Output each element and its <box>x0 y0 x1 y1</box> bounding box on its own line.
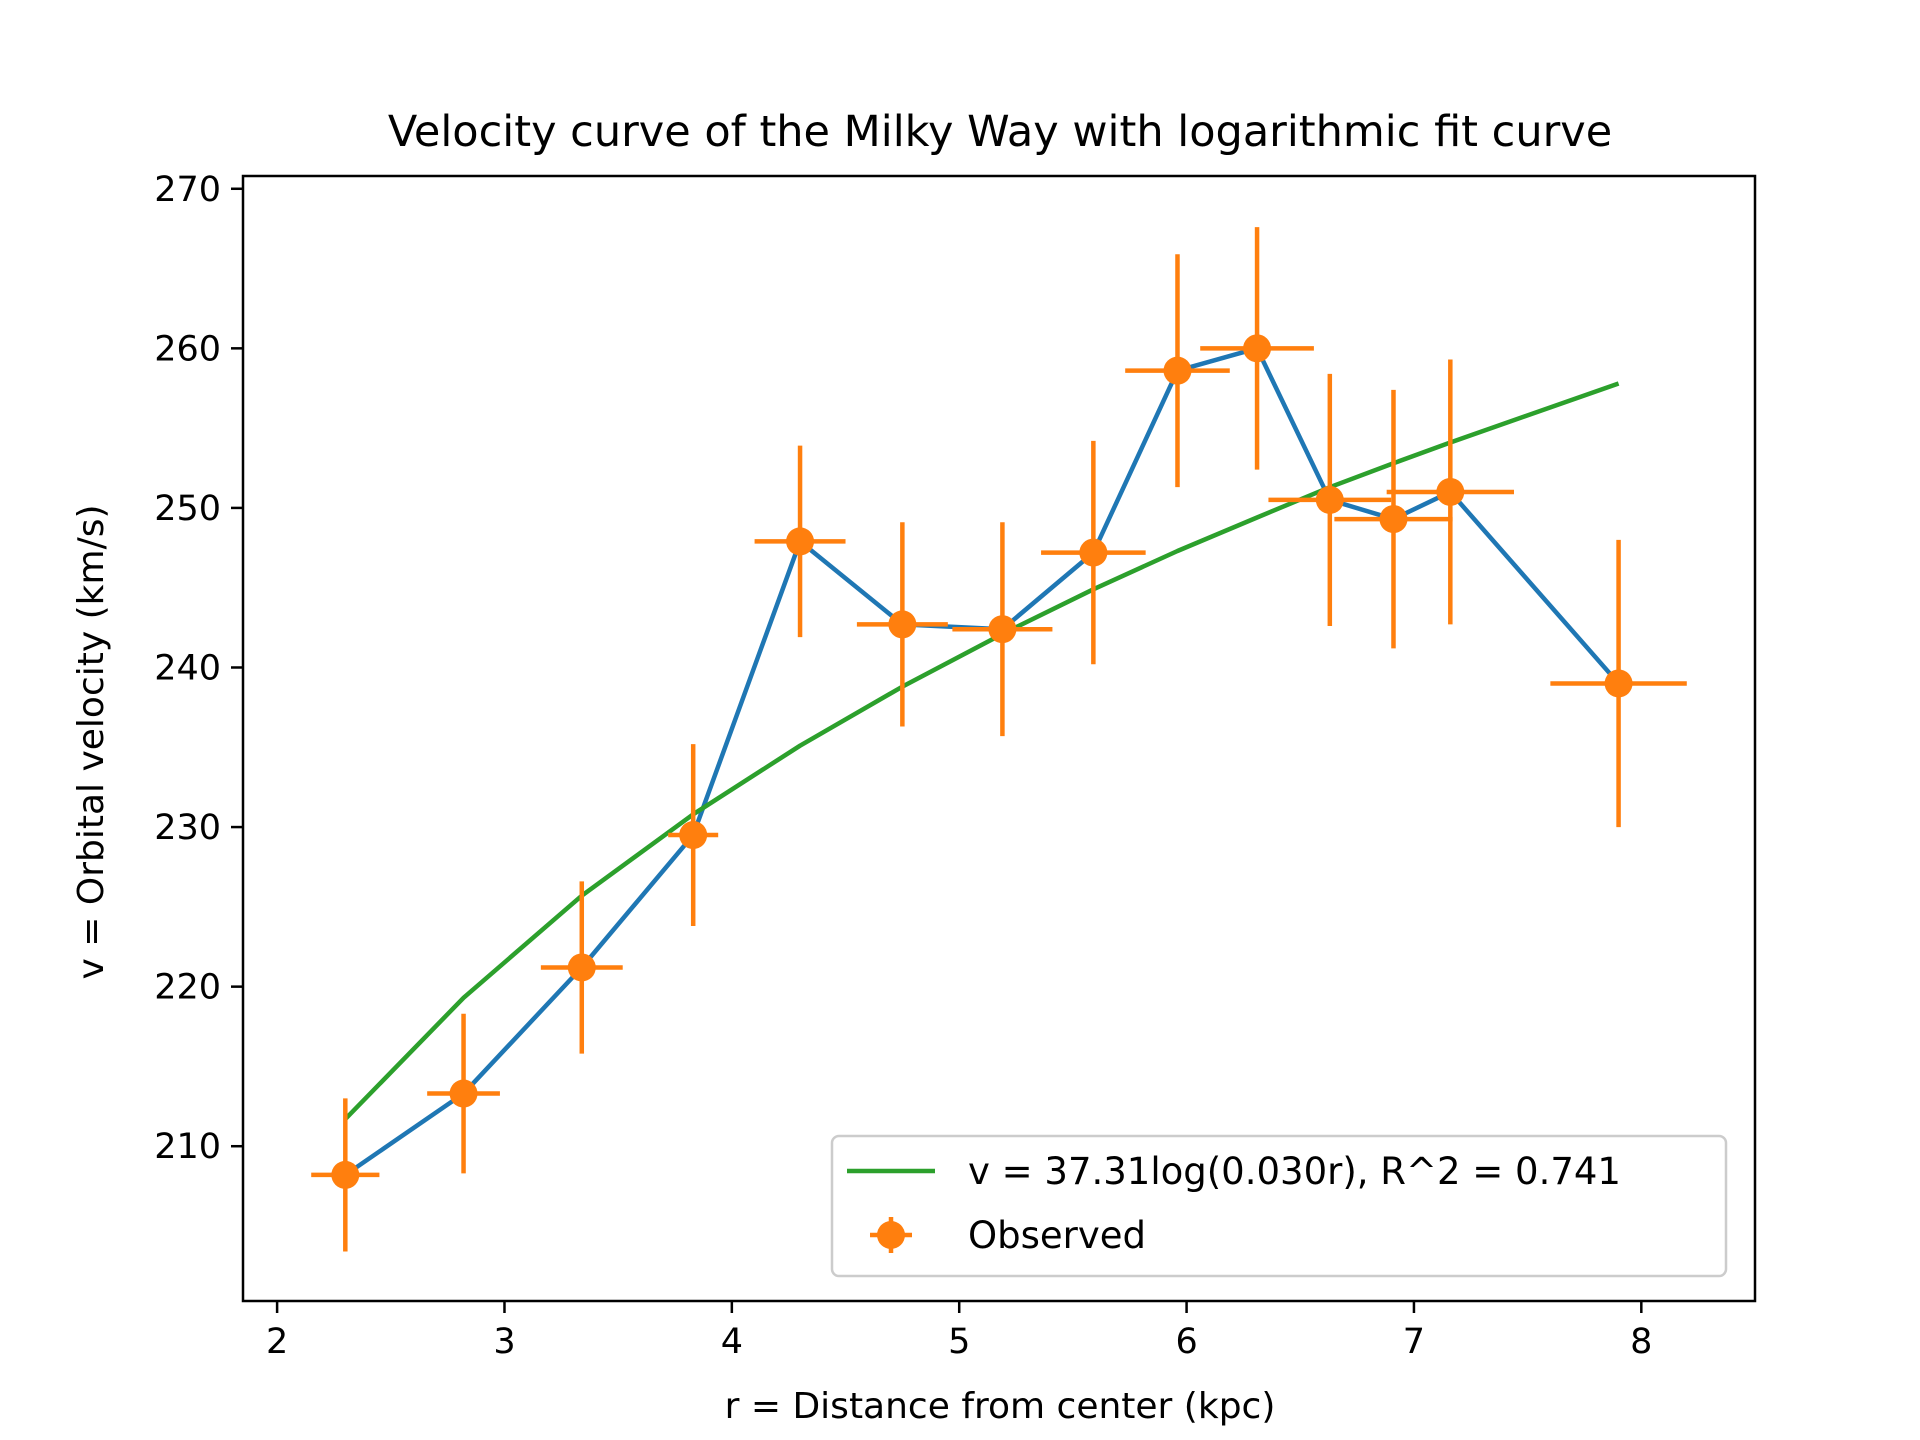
y-tick-label: 220 <box>154 968 221 1008</box>
observed-point <box>1268 373 1392 626</box>
legend-fit-label: v = 37.31log(0.030r), R^2 = 0.741 <box>968 1150 1621 1193</box>
observed-point <box>311 1098 380 1252</box>
y-tick-label: 230 <box>154 808 221 848</box>
x-tick-label: 8 <box>1630 1322 1652 1362</box>
y-axis-title: v = Orbital velocity (km/s) <box>71 505 112 980</box>
legend: v = 37.31log(0.030r), R^2 = 0.741 Observe… <box>830 1134 1728 1278</box>
x-tick-label: 7 <box>1403 1322 1425 1362</box>
observed-marker <box>1604 669 1633 698</box>
observed-point <box>540 881 623 1054</box>
x-tick-label: 6 <box>1175 1322 1197 1362</box>
legend-observed-label: Observed <box>968 1214 1146 1257</box>
observed-marker <box>1163 356 1192 385</box>
observed-marker <box>567 953 596 982</box>
observed-marker <box>1243 334 1272 363</box>
observed-point <box>1550 539 1687 828</box>
observed-marker <box>449 1079 478 1108</box>
legend-observed-marker <box>877 1221 905 1249</box>
x-axis-title: r = Distance from center (kpc) <box>725 1386 1276 1427</box>
observed-marker <box>679 821 708 850</box>
y-tick-label: 240 <box>154 648 221 688</box>
observed-point <box>1041 440 1146 665</box>
observed-point <box>1386 359 1514 625</box>
observed-point <box>427 1013 500 1174</box>
y-tick-label: 270 <box>154 170 221 210</box>
observed-point <box>754 445 846 638</box>
observed-marker <box>1436 477 1465 506</box>
observed-point <box>1334 389 1453 649</box>
legend-box <box>830 1134 1728 1278</box>
x-tick-label: 4 <box>721 1322 743 1362</box>
plot-area <box>311 227 1687 1252</box>
axes-frame <box>241 174 1757 1303</box>
y-tick-label: 210 <box>154 1127 221 1167</box>
observed-point <box>668 744 719 926</box>
observed-point <box>856 522 948 727</box>
observed-point <box>1200 227 1314 470</box>
observed-point <box>1125 254 1230 488</box>
observed-marker <box>1079 538 1108 567</box>
y-tick-label: 250 <box>154 489 221 529</box>
axes: 2 3 4 5 6 7 8 210 220 230 240 250 260 270 <box>154 170 1757 1362</box>
observed-marker <box>331 1160 360 1189</box>
y-tick-label: 260 <box>154 329 221 369</box>
observed-marker <box>888 610 917 639</box>
fit-curve <box>343 381 1620 1121</box>
observed-marker <box>786 527 815 556</box>
chart-title: Velocity curve of the Milky Way with log… <box>388 107 1612 157</box>
x-tick-label: 2 <box>266 1322 288 1362</box>
observed-marker <box>988 615 1017 644</box>
observed-marker <box>1379 505 1408 534</box>
observed-marker <box>1315 485 1344 514</box>
x-tick-label: 5 <box>948 1322 970 1362</box>
x-tick-label: 3 <box>493 1322 515 1362</box>
observed-point <box>952 522 1053 737</box>
